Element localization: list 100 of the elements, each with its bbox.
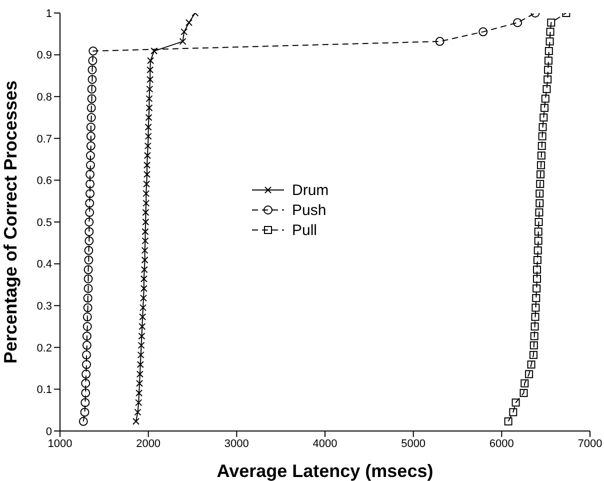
point bbox=[140, 304, 147, 312]
point bbox=[142, 228, 149, 236]
point bbox=[145, 114, 152, 121]
point bbox=[84, 284, 93, 293]
point bbox=[150, 48, 158, 55]
point bbox=[82, 312, 92, 322]
point bbox=[547, 18, 556, 27]
point bbox=[86, 160, 95, 170]
point bbox=[80, 398, 90, 408]
point bbox=[82, 360, 91, 370]
x-tick-label: 1000 bbox=[48, 438, 72, 450]
point bbox=[509, 408, 518, 416]
point bbox=[82, 340, 92, 350]
point bbox=[84, 274, 93, 284]
y-tick-label: 0.4 bbox=[36, 258, 52, 271]
point bbox=[138, 332, 146, 340]
point bbox=[86, 122, 96, 132]
point bbox=[504, 417, 512, 426]
point bbox=[536, 180, 544, 188]
point bbox=[520, 388, 528, 397]
point bbox=[140, 266, 148, 274]
point bbox=[142, 200, 150, 207]
point bbox=[532, 284, 541, 292]
point bbox=[82, 370, 91, 379]
point bbox=[546, 37, 554, 46]
point bbox=[136, 380, 143, 387]
point bbox=[137, 351, 144, 358]
point bbox=[78, 416, 88, 426]
point bbox=[86, 103, 96, 112]
legend-label: Pull bbox=[292, 222, 318, 238]
legend-label: Push bbox=[292, 202, 326, 218]
point bbox=[533, 256, 542, 264]
point bbox=[180, 28, 188, 36]
point bbox=[83, 294, 92, 303]
point bbox=[533, 266, 541, 274]
point bbox=[544, 47, 553, 56]
x-tick-label: 4000 bbox=[312, 438, 338, 450]
y-tick-label: 0.2 bbox=[36, 342, 52, 354]
point bbox=[525, 370, 534, 378]
y-tick-label: 1 bbox=[46, 8, 52, 20]
point bbox=[527, 360, 536, 369]
x-tick-label: 3000 bbox=[224, 438, 249, 450]
point bbox=[538, 123, 547, 132]
point bbox=[533, 274, 541, 283]
point bbox=[85, 208, 94, 217]
y-tick-label: 0.6 bbox=[36, 175, 52, 188]
point bbox=[520, 379, 529, 388]
point bbox=[136, 370, 144, 378]
y-tick-label: 0.5 bbox=[36, 216, 52, 229]
point bbox=[513, 18, 522, 28]
point bbox=[144, 152, 151, 160]
point bbox=[534, 218, 543, 226]
point bbox=[530, 332, 538, 340]
x-tick-label: 6000 bbox=[489, 438, 514, 450]
point bbox=[86, 189, 95, 198]
point bbox=[544, 75, 552, 84]
x-tick-label: 7000 bbox=[578, 438, 602, 450]
point bbox=[82, 322, 92, 331]
point bbox=[86, 141, 96, 150]
point bbox=[132, 418, 140, 425]
point bbox=[86, 151, 95, 160]
point bbox=[141, 256, 148, 264]
point bbox=[435, 36, 444, 46]
point bbox=[532, 294, 540, 302]
y-tick-label: 0.8 bbox=[36, 92, 52, 104]
point bbox=[540, 104, 549, 112]
point bbox=[146, 104, 153, 112]
point bbox=[544, 66, 552, 74]
point bbox=[135, 399, 142, 406]
point bbox=[141, 246, 148, 254]
point bbox=[84, 256, 94, 265]
y-tick-label: 0.3 bbox=[36, 300, 52, 313]
point bbox=[82, 332, 92, 341]
point bbox=[142, 237, 149, 244]
y-tick-label: 0.7 bbox=[36, 133, 52, 146]
point bbox=[142, 190, 150, 198]
point bbox=[530, 322, 539, 330]
point bbox=[84, 265, 93, 274]
point bbox=[146, 86, 154, 93]
legend-label: Drum bbox=[292, 182, 329, 198]
point bbox=[88, 56, 98, 66]
point bbox=[532, 304, 540, 312]
point bbox=[541, 94, 550, 103]
point bbox=[540, 114, 548, 122]
point bbox=[140, 294, 147, 302]
point bbox=[534, 236, 542, 245]
point bbox=[544, 56, 552, 65]
point bbox=[536, 190, 544, 198]
point bbox=[143, 180, 150, 188]
point bbox=[84, 236, 94, 246]
x-axis-title: Average Latency (msecs) bbox=[216, 461, 434, 481]
point bbox=[142, 218, 150, 226]
point bbox=[512, 398, 520, 407]
point bbox=[136, 361, 144, 368]
y-axis-title: Percentage of Correct Processes bbox=[0, 80, 20, 364]
point bbox=[87, 84, 96, 94]
point bbox=[185, 19, 192, 26]
point bbox=[84, 246, 94, 255]
point bbox=[146, 66, 154, 74]
point bbox=[142, 208, 150, 216]
